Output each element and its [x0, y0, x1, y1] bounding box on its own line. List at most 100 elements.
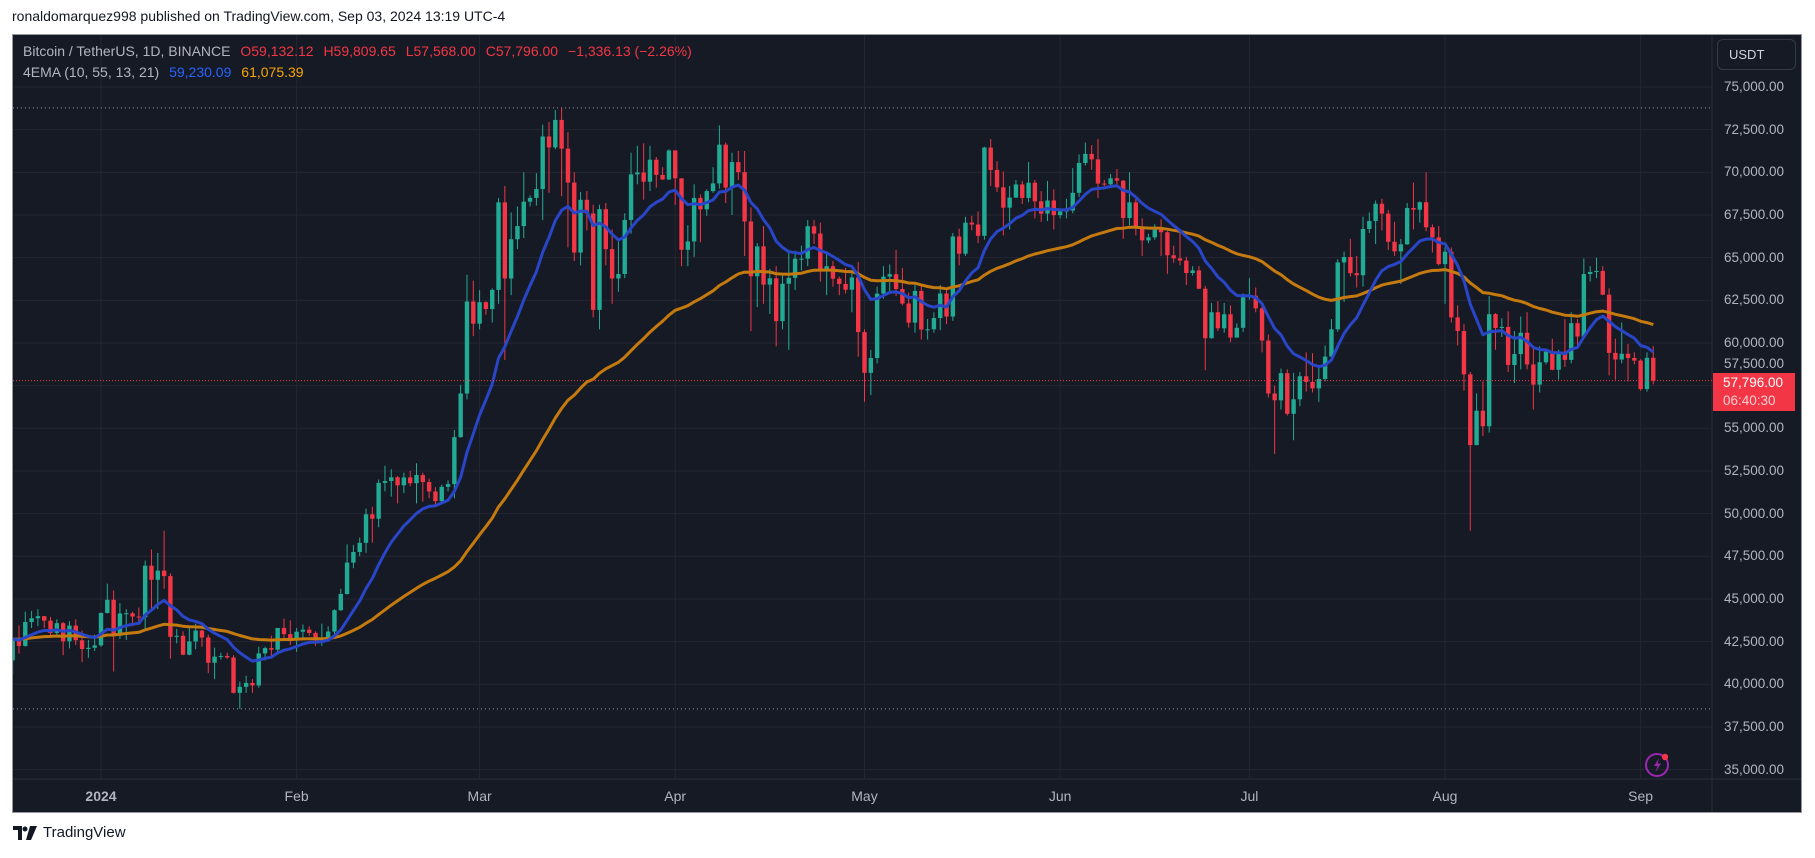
candle-body	[881, 276, 886, 294]
candle-body	[1417, 202, 1422, 210]
candle-body	[1379, 203, 1385, 214]
candle-body	[370, 514, 375, 519]
candle-body	[243, 682, 249, 687]
candle-body	[527, 197, 533, 202]
candle-body	[635, 172, 640, 175]
candle-body	[1203, 288, 1208, 339]
candle-body	[1026, 182, 1031, 198]
candle-body	[1423, 202, 1429, 228]
candle-body	[1165, 232, 1170, 256]
candle-body	[92, 645, 97, 648]
candle-body	[565, 148, 571, 183]
candle-body	[439, 486, 444, 502]
price-tick-label: 35,000.00	[1724, 761, 1785, 777]
candle-body	[269, 648, 274, 650]
candle-body	[1354, 273, 1359, 276]
last-price-label: 57,796.00 06:40:30	[1713, 373, 1795, 411]
candle-body	[1480, 410, 1486, 427]
currency-button[interactable]: USDT	[1717, 39, 1796, 70]
lightning-icon[interactable]	[1644, 750, 1672, 778]
candle-body	[149, 565, 154, 580]
candle-body	[376, 482, 381, 519]
candle-body	[1531, 364, 1536, 385]
candle-body	[755, 246, 760, 277]
candle-body	[1114, 178, 1120, 181]
candle-body	[1310, 381, 1315, 389]
candle-body	[1587, 271, 1593, 275]
price-tick-label: 70,000.00	[1724, 164, 1785, 180]
ohlc-change: −1,336.13 (−2.26%)	[568, 43, 692, 59]
candle-body	[1411, 207, 1416, 210]
candle-body	[1613, 352, 1618, 360]
candle-body	[67, 625, 72, 642]
candle-body	[344, 562, 350, 595]
candle-body	[471, 301, 476, 324]
candle-body	[225, 655, 230, 658]
candle-body	[1045, 200, 1050, 214]
candle-body	[105, 599, 110, 613]
candle-body	[534, 189, 539, 198]
footer-logo[interactable]: TradingView	[13, 824, 126, 841]
candle-body	[464, 301, 470, 394]
candle-body	[830, 266, 836, 279]
candle-body	[1177, 258, 1183, 261]
candle-body	[1038, 201, 1044, 214]
candle-body	[950, 236, 956, 317]
ohlc-open: O59,132.12	[240, 43, 314, 59]
candle-body	[1499, 326, 1505, 328]
candle-body	[811, 226, 817, 234]
candle-body	[1121, 180, 1126, 219]
candle-body	[1316, 378, 1322, 389]
candle-body	[1543, 351, 1549, 363]
ema-fast-value: 59,230.09	[169, 64, 232, 80]
price-tick-label: 57,500.00	[1724, 356, 1785, 371]
candle-body	[1556, 351, 1561, 370]
candle-body	[458, 393, 463, 438]
candle-body	[136, 616, 142, 618]
ohlc-high: H59,809.65	[323, 43, 396, 59]
candle-body	[401, 477, 407, 486]
candle-body	[717, 144, 722, 184]
candle-body	[420, 475, 426, 483]
time-tick-label: Apr	[664, 788, 687, 804]
candle-body	[414, 475, 419, 484]
candle-body	[1341, 256, 1347, 263]
candle-body	[389, 477, 394, 482]
candle-body	[1493, 314, 1498, 328]
time-tick-label: Mar	[467, 788, 492, 804]
candle-body	[218, 655, 224, 657]
time-tick-label: Sep	[1628, 788, 1654, 804]
candle-body	[307, 629, 312, 633]
symbol-title[interactable]: Bitcoin / TetherUS, 1D, BINANCE	[23, 43, 231, 59]
candle-body	[1285, 373, 1290, 414]
plot-background	[13, 35, 1712, 779]
candle-body	[250, 682, 255, 686]
candle-body	[578, 199, 583, 253]
candle-body	[313, 632, 318, 641]
candle-body	[1512, 354, 1517, 365]
candle-body	[748, 221, 754, 277]
candle-body	[572, 182, 577, 253]
candle-body	[452, 437, 457, 485]
candle-body	[98, 612, 104, 646]
candle-body	[1638, 360, 1643, 390]
candle-body	[862, 332, 867, 373]
indicator-title[interactable]: 4EMA (10, 55, 13, 21)	[23, 64, 160, 80]
published-caption: ronaldomarquez998 published on TradingVi…	[12, 8, 506, 24]
price-tick-label: 52,500.00	[1724, 462, 1785, 478]
candle-body	[723, 144, 728, 188]
candle-body	[792, 258, 798, 278]
candle-body	[1594, 270, 1599, 272]
candle-body	[130, 613, 135, 617]
candle-body	[1625, 353, 1631, 358]
candle-body	[597, 209, 602, 310]
price-tick-label: 67,500.00	[1724, 206, 1785, 222]
candle-body	[1146, 237, 1151, 241]
price-tick-label: 62,500.00	[1724, 292, 1785, 308]
candle-body	[1278, 373, 1284, 401]
candle-body	[1051, 200, 1057, 216]
candle-body	[23, 621, 28, 646]
candle-body	[1505, 326, 1511, 365]
price-tick-label: 40,000.00	[1724, 676, 1785, 692]
price-chart[interactable]	[13, 35, 1801, 812]
